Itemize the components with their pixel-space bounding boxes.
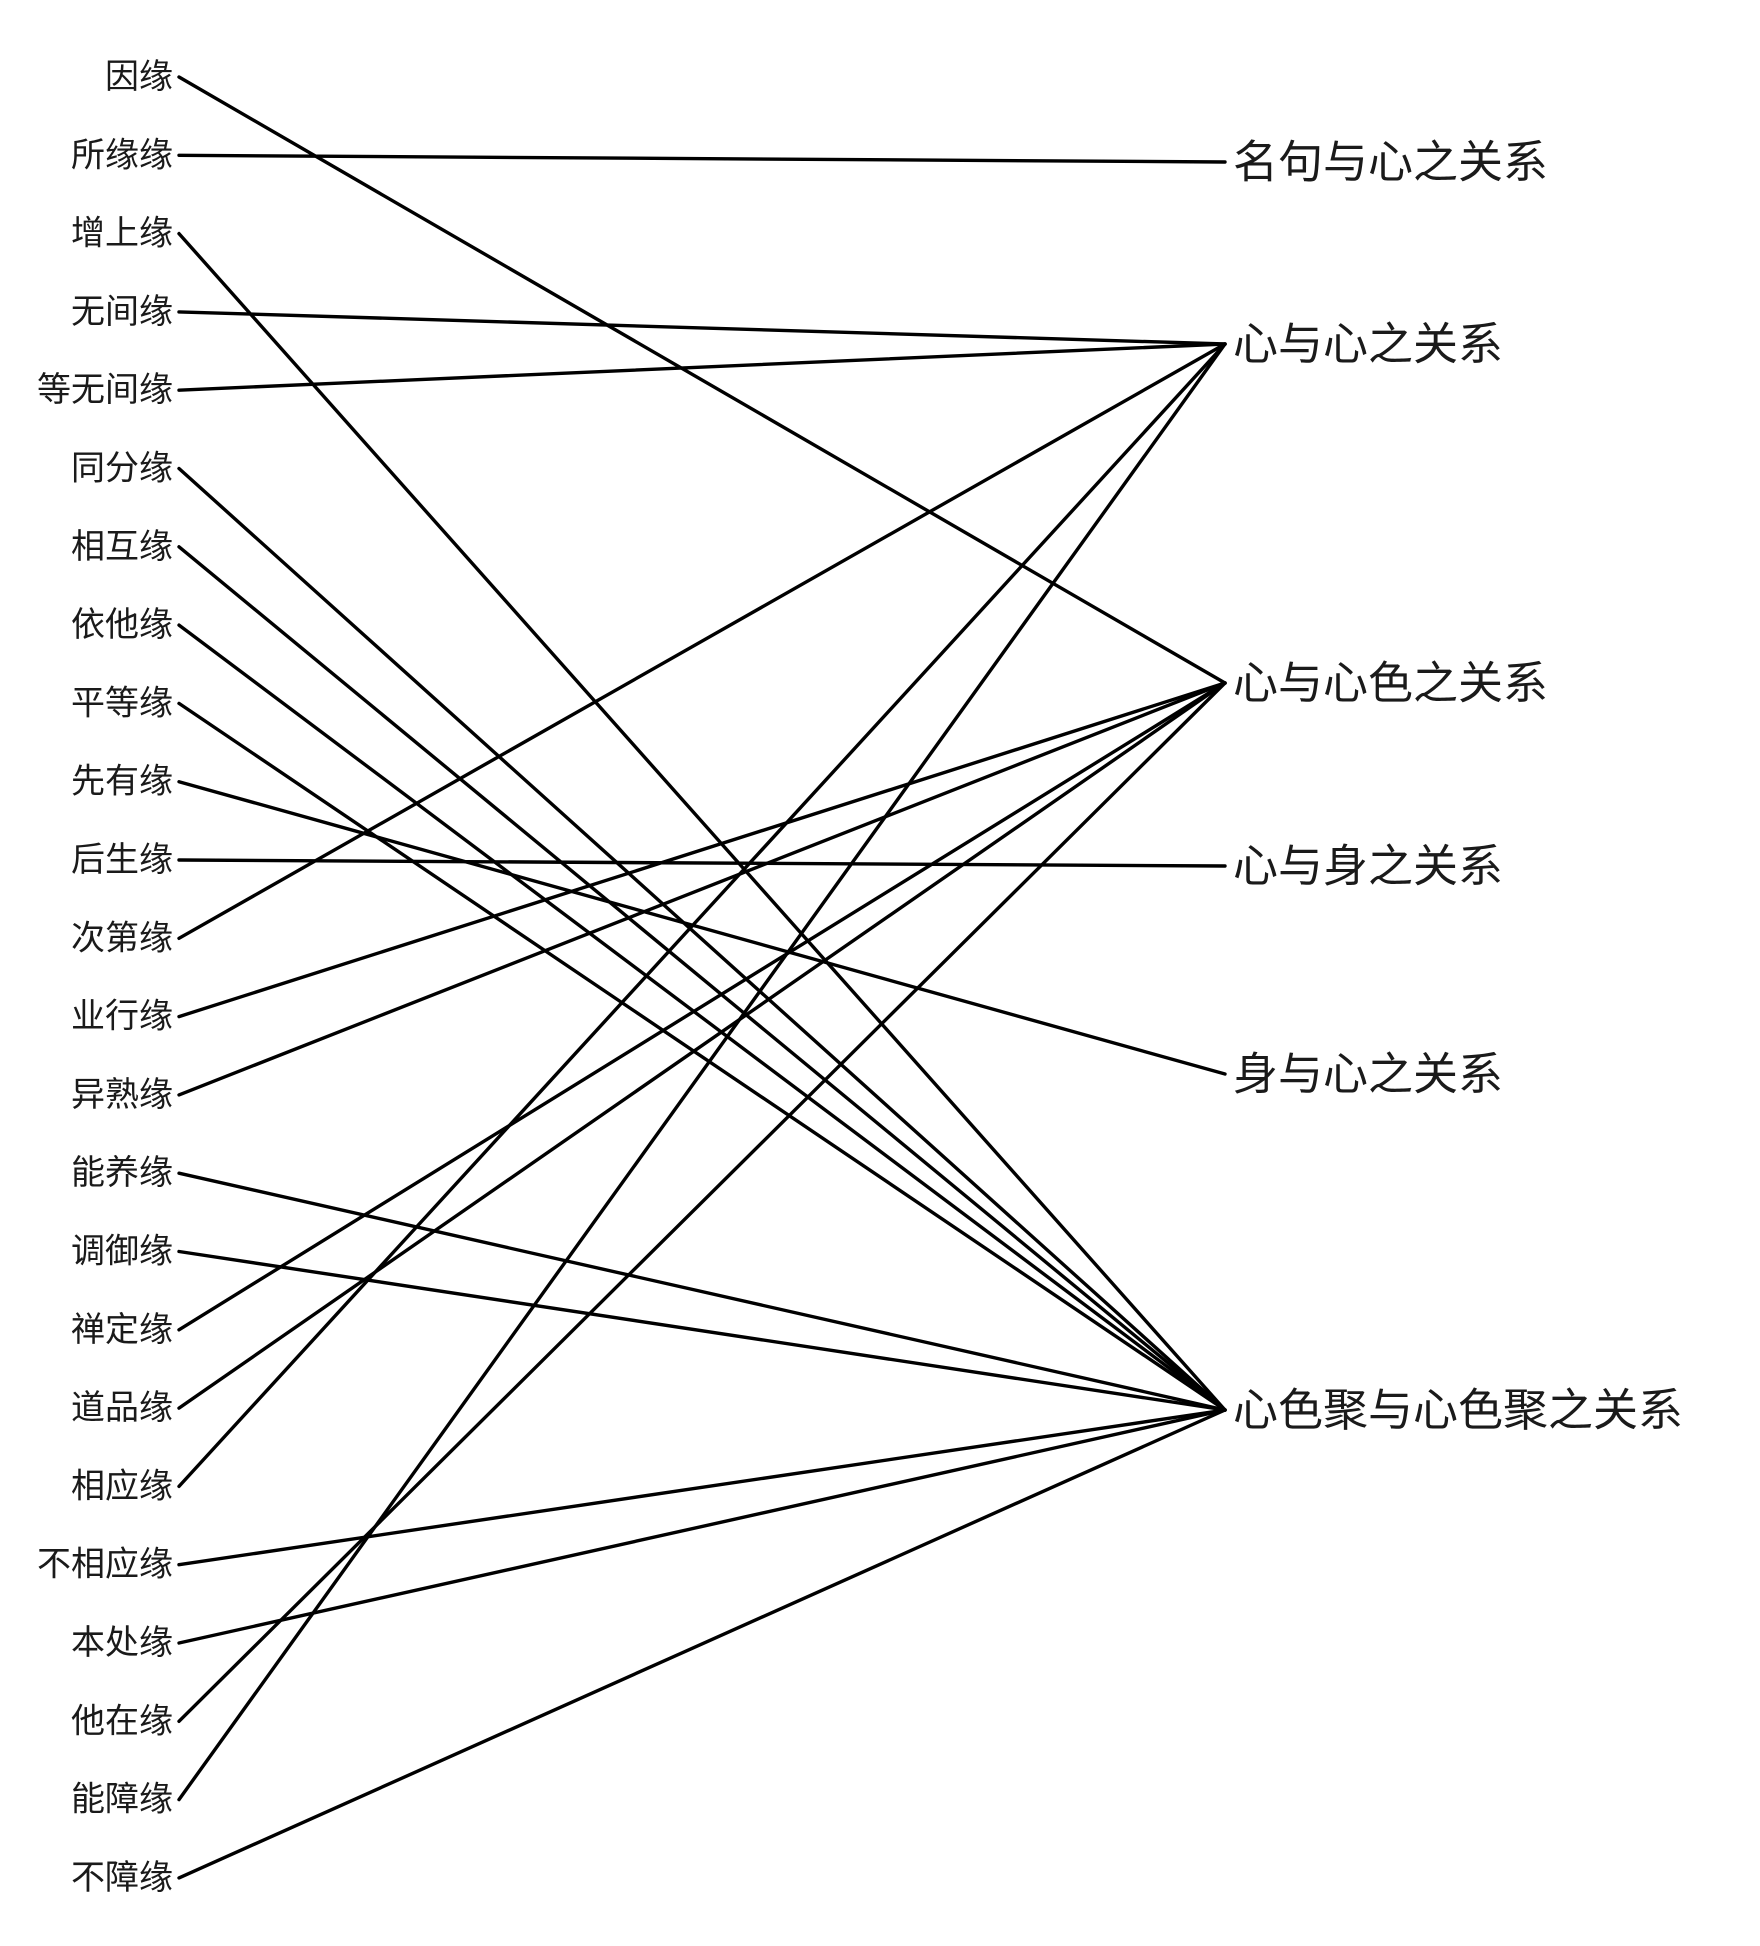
left-node-label: 他在缘 xyxy=(71,1701,173,1741)
edge-line xyxy=(177,342,1227,940)
left-node-label: 依他缘 xyxy=(71,605,173,645)
left-node-label: 道品缘 xyxy=(71,1388,173,1428)
edge-line xyxy=(177,858,1227,868)
left-node-label: 能养缘 xyxy=(71,1153,173,1193)
edge-line xyxy=(177,75,1227,685)
left-node-label: 同分缘 xyxy=(71,449,173,489)
edge-line xyxy=(177,623,1227,1412)
edge-line xyxy=(177,545,1227,1412)
right-node-label: 心与心色之关系 xyxy=(1233,657,1548,710)
edge-line xyxy=(177,466,1227,1412)
right-node-label: 身与心之关系 xyxy=(1233,1048,1503,1101)
left-node-label: 因缘 xyxy=(105,57,173,97)
right-node-label: 心色聚与心色聚之关系 xyxy=(1233,1384,1683,1437)
left-node-label: 次第缘 xyxy=(71,918,173,958)
left-node-label: 相互缘 xyxy=(71,527,173,567)
left-node-label: 业行缘 xyxy=(71,997,173,1037)
edge-line xyxy=(177,310,1227,346)
left-node-label: 后生缘 xyxy=(71,840,173,880)
edge-line xyxy=(177,342,1227,1802)
left-node-label: 相应缘 xyxy=(71,1466,173,1506)
edge-line xyxy=(177,681,1227,1332)
left-node-label: 等无间缘 xyxy=(37,370,173,410)
left-node-label: 平等缘 xyxy=(71,683,173,723)
edge-line xyxy=(177,701,1227,1412)
edge-line xyxy=(177,342,1227,392)
left-node-label: 能障缘 xyxy=(71,1780,173,1820)
edge-line xyxy=(177,681,1227,1724)
edge-line xyxy=(177,681,1227,1410)
edge-line xyxy=(177,1408,1227,1880)
edge-line xyxy=(177,342,1227,1489)
left-node-label: 不障缘 xyxy=(71,1858,173,1898)
left-node-label: 调御缘 xyxy=(71,1232,173,1272)
edge-line xyxy=(177,231,1227,1412)
left-node-label: 无间缘 xyxy=(71,292,173,332)
left-node-label: 增上缘 xyxy=(71,214,173,254)
edge-line xyxy=(177,1249,1227,1412)
left-node-label: 不相应缘 xyxy=(37,1545,173,1585)
left-node-label: 所缘缘 xyxy=(71,135,173,175)
edge-line xyxy=(177,1171,1227,1412)
edges-layer xyxy=(177,75,1227,1880)
edge-line xyxy=(177,780,1227,1076)
right-node-label: 心与心之关系 xyxy=(1233,318,1503,371)
left-node-label: 禅定缘 xyxy=(71,1310,173,1350)
edge-line xyxy=(177,1408,1227,1645)
edge-line xyxy=(177,153,1227,164)
right-nodes: 名句与心之关系心与心之关系心与心色之关系心与身之关系身与心之关系心色聚与心色聚之… xyxy=(1233,136,1683,1437)
edge-line xyxy=(177,681,1227,1097)
left-node-label: 本处缘 xyxy=(71,1623,173,1663)
edge-line xyxy=(177,681,1227,1019)
right-node-label: 名句与心之关系 xyxy=(1233,136,1548,189)
left-node-label: 异熟缘 xyxy=(71,1075,173,1115)
left-node-label: 先有缘 xyxy=(71,762,173,802)
left-nodes: 因缘所缘缘增上缘无间缘等无间缘同分缘相互缘依他缘平等缘先有缘后生缘次第缘业行缘异… xyxy=(37,57,173,1898)
edge-line xyxy=(177,1408,1227,1567)
right-node-label: 心与身之关系 xyxy=(1233,840,1503,893)
